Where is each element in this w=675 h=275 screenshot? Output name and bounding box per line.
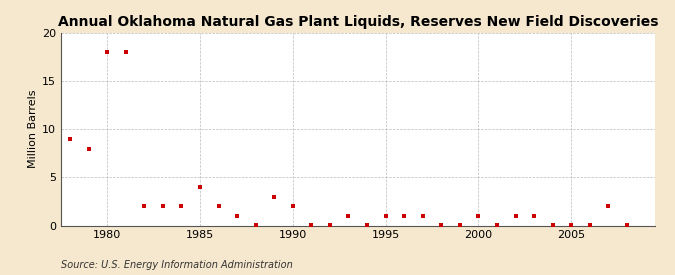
Point [399,214,410,218]
Point [213,204,224,208]
Point [510,214,521,218]
Point [306,222,317,227]
Text: Source: U.S. Energy Information Administration: Source: U.S. Energy Information Administ… [61,260,292,270]
Point [288,204,298,208]
Title: Annual Oklahoma Natural Gas Plant Liquids, Reserves New Field Discoveries: Annual Oklahoma Natural Gas Plant Liquid… [57,15,658,29]
Point [139,204,150,208]
Point [473,214,484,218]
Y-axis label: Million Barrels: Million Barrels [28,90,38,169]
Point [250,222,261,227]
Point [65,137,76,141]
Point [547,222,558,227]
Point [491,222,502,227]
Point [585,222,595,227]
Point [566,222,576,227]
Point [269,194,279,199]
Point [325,222,335,227]
Point [436,222,447,227]
Point [380,214,391,218]
Point [622,222,632,227]
Point [157,204,168,208]
Point [120,50,131,54]
Point [603,204,614,208]
Point [417,214,428,218]
Point [343,214,354,218]
Point [102,50,113,54]
Point [194,185,205,189]
Point [232,214,242,218]
Point [176,204,187,208]
Point [362,222,373,227]
Point [83,146,94,151]
Point [529,214,539,218]
Point [454,222,465,227]
